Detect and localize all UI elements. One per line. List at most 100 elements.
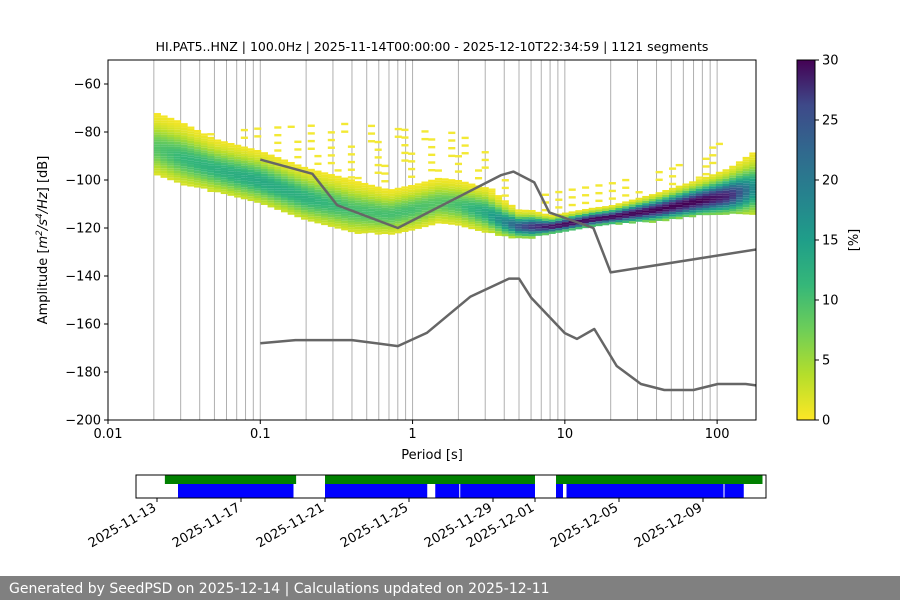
psd-bin <box>247 174 255 178</box>
psd-bin <box>227 150 235 153</box>
psd-bin-sparse <box>254 127 262 130</box>
psd-bin <box>214 180 222 183</box>
psd-bin <box>582 225 590 229</box>
psd-bin <box>267 183 275 186</box>
psd-bin <box>735 185 744 188</box>
psd-bin <box>200 183 208 187</box>
psd-bin <box>461 215 469 218</box>
psd-bin <box>374 215 382 218</box>
psd-bin <box>200 142 208 146</box>
psd-bin <box>501 219 509 222</box>
psd-bin <box>153 139 161 142</box>
psd-bin <box>515 214 523 217</box>
psd-bin <box>287 200 295 203</box>
psd-bin <box>374 193 382 197</box>
psd-bin <box>327 205 335 208</box>
psd-bin <box>535 233 543 236</box>
psd-bin <box>441 219 449 222</box>
timeline-segments <box>164 475 763 498</box>
psd-bin <box>321 210 329 214</box>
psd-bin <box>227 142 235 146</box>
psd-bin <box>669 202 677 205</box>
psd-bin <box>274 161 282 165</box>
psd-bin <box>247 165 255 168</box>
psd-bin-sparse <box>401 128 409 132</box>
psd-bin <box>615 217 623 221</box>
psd-bin <box>347 181 355 185</box>
psd-bin <box>341 211 349 214</box>
psd-bin <box>722 190 730 194</box>
psd-bin <box>388 189 396 192</box>
psd-bin <box>682 183 690 186</box>
psd-bin <box>474 202 483 205</box>
psd-bin-sparse <box>327 138 335 142</box>
psd-bin <box>715 200 723 203</box>
psd-bin <box>200 157 208 160</box>
psd-bin <box>347 220 355 223</box>
psd-bin <box>234 149 242 152</box>
timeline-segment-blue <box>325 484 428 498</box>
psd-bin <box>695 186 703 189</box>
psd-bin <box>280 178 289 182</box>
psd-bin <box>200 176 208 179</box>
psd-bin <box>294 200 302 203</box>
psd-bin <box>488 216 496 219</box>
psd-bin <box>749 181 756 184</box>
psd-bin <box>153 161 161 164</box>
psd-bin <box>234 178 242 181</box>
psd-bin <box>314 218 322 221</box>
psd-bin <box>367 223 376 226</box>
psd-bin <box>301 166 309 170</box>
psd-bin-sparse <box>347 145 355 148</box>
psd-bin <box>247 191 255 194</box>
psd-bin <box>327 214 335 218</box>
psd-bin <box>622 220 630 223</box>
psd-bin <box>622 213 630 216</box>
psd-bin <box>702 212 710 216</box>
psd-bin <box>735 178 744 181</box>
y-tick-label: −120 <box>65 222 101 237</box>
psd-bin <box>314 211 322 214</box>
psd-bin <box>695 200 703 204</box>
psd-bin <box>341 220 349 224</box>
psd-bin <box>622 201 630 204</box>
psd-bin <box>622 218 630 221</box>
psd-bin <box>187 138 195 141</box>
psd-bin <box>180 127 188 131</box>
psd-bin <box>287 176 295 179</box>
psd-bin <box>207 144 215 147</box>
psd-bin <box>167 122 175 126</box>
psd-bin <box>555 218 563 221</box>
psd-bin <box>153 153 161 157</box>
psd-bin <box>454 220 463 224</box>
psd-bin <box>321 193 329 197</box>
psd-bin <box>367 187 376 190</box>
psd-bin <box>381 210 389 213</box>
psd-bin <box>381 219 389 223</box>
psd-bin <box>454 215 463 219</box>
psd-bin-sparse <box>307 132 315 135</box>
psd-bin-sparse <box>481 166 489 169</box>
psd-bin <box>521 236 529 239</box>
psd-bin <box>207 148 215 152</box>
psd-bin <box>280 202 289 206</box>
psd-bin <box>227 145 235 148</box>
psd-bin <box>240 182 248 185</box>
psd-bin <box>193 158 202 162</box>
psd-bin <box>434 194 442 198</box>
psd-bin <box>481 206 489 209</box>
psd-bin <box>307 200 315 203</box>
psd-bin <box>214 185 222 188</box>
psd-bin <box>388 215 396 218</box>
timeline-segment-blue <box>178 484 294 498</box>
psd-bin <box>334 180 342 184</box>
psd-bin <box>749 183 756 187</box>
psd-bin <box>702 188 710 192</box>
psd-bin <box>180 137 188 140</box>
psd-bin <box>274 193 282 196</box>
psd-bin <box>287 212 295 215</box>
psd-bin <box>414 204 422 208</box>
psd-bin <box>274 200 282 203</box>
x-tick-label: 10 <box>557 427 574 442</box>
psd-bin <box>595 221 603 224</box>
